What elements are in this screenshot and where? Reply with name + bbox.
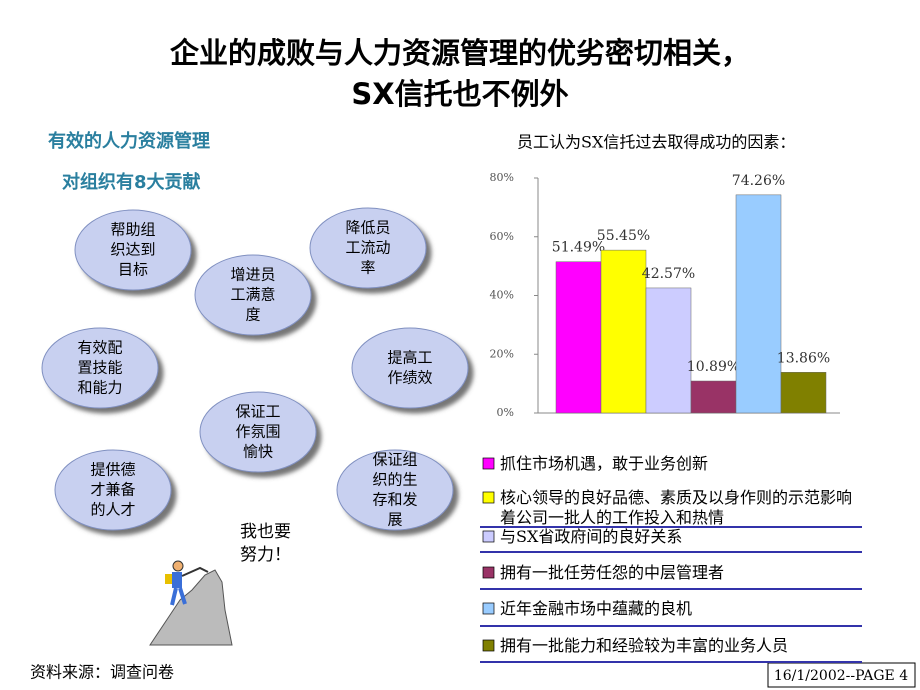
title-line: 企业的成败与人力资源管理的优劣密切相关， <box>170 36 750 70</box>
bubble-text: 度 <box>245 306 260 324</box>
left-subheading: 对组织有8大贡献 <box>62 171 201 193</box>
bubble-text: 保证组 <box>372 451 417 469</box>
bubble-text: 织达到 <box>110 241 155 259</box>
bubble <box>54 449 172 531</box>
source: 资料来源：调查问卷 <box>30 663 174 682</box>
bubble-text: 帮助组 <box>110 221 155 239</box>
bubble-text: 作氛围 <box>235 423 280 441</box>
legend-swatch <box>482 491 495 504</box>
bar <box>735 194 782 414</box>
legend-swatch <box>482 530 495 543</box>
bubble <box>336 449 454 531</box>
legend-swatch <box>482 457 495 470</box>
bubble-text: 的人才 <box>90 501 135 519</box>
legend-text: 近年金融市场中蕴藏的良机 <box>500 599 693 618</box>
bubble <box>74 209 192 291</box>
bubble <box>309 207 427 289</box>
bubble-text: 织的生 <box>372 471 417 489</box>
bubble-text: 存和发 <box>372 491 417 509</box>
bubble <box>199 391 317 473</box>
bubble-text: 增进员 <box>230 266 275 284</box>
bubble-text: 展 <box>387 511 402 529</box>
legend-text: 抓住市场机遇，敢于业务创新 <box>500 454 709 473</box>
value-label: 74.26% <box>732 173 785 189</box>
legend-text: 核心领导的良好品德、素质及以身作则的示范影响着公司一批人的工作投入和热情 <box>500 488 853 527</box>
bubble-text: 作绩效 <box>387 369 432 387</box>
bubble-text: 目标 <box>118 261 148 279</box>
bubble-text: 保证工 <box>235 403 280 421</box>
value-label: 55.45% <box>597 228 650 244</box>
bubble <box>351 327 469 409</box>
bubble <box>41 327 159 409</box>
y-tick-label: 20% <box>490 347 514 360</box>
bubble-text: 降低员 <box>345 219 390 237</box>
y-tick-label: 60% <box>490 230 514 243</box>
bar <box>555 261 602 414</box>
bubble-text: 工满意 <box>230 286 275 304</box>
title-line: SX信托也不例外 <box>351 77 568 111</box>
bar <box>780 372 827 414</box>
legend-swatch <box>482 566 495 579</box>
y-tick-label: 80% <box>490 171 514 184</box>
bar <box>645 287 692 414</box>
bubble-text: 率 <box>360 259 375 277</box>
legend-swatch <box>482 602 495 615</box>
left-heading: 有效的人力资源管理 <box>48 130 210 152</box>
y-tick-label: 40% <box>490 289 514 302</box>
bubble-text: 置技能 <box>77 359 122 377</box>
legend-text: 拥有一批能力和经验较为丰富的业务人员 <box>500 636 789 655</box>
value-label: 42.57% <box>642 266 695 282</box>
bubble-text: 工流动 <box>345 239 390 257</box>
chart-title: 员工认为SX信托过去取得成功的因素： <box>517 133 795 152</box>
legend-text: 与SX省政府间的良好关系 <box>500 527 683 546</box>
bubble-text: 才兼备 <box>90 481 135 499</box>
legend-swatch <box>482 639 495 652</box>
climber-text: 我也要 <box>240 522 291 542</box>
bubble-text: 和能力 <box>77 379 122 397</box>
climber-icon <box>149 560 233 646</box>
bubble-text: 提供德 <box>90 461 135 479</box>
chart: 0% 20% 40% 60% 80% 51.49%55.45% 42.57% 10.89% 74… <box>490 171 840 419</box>
bubble-text: 提高工 <box>387 349 432 367</box>
value-label: 13.86% <box>777 350 830 366</box>
legend-text: 拥有一批任劳任怨的中层管理者 <box>500 563 725 582</box>
bubble <box>194 254 312 336</box>
value-label: 10.89% <box>687 359 740 375</box>
bubble-text: 有效配 <box>77 339 122 357</box>
page-label: 16/1/2002--PAGE 4 <box>774 668 908 684</box>
climber-text: 努力！ <box>240 545 291 565</box>
y-tick-label: 0% <box>497 406 514 419</box>
value-label: 51.49% <box>552 240 605 256</box>
bubble-text: 愉快 <box>243 443 273 461</box>
bar <box>690 380 737 414</box>
bar <box>600 249 647 414</box>
